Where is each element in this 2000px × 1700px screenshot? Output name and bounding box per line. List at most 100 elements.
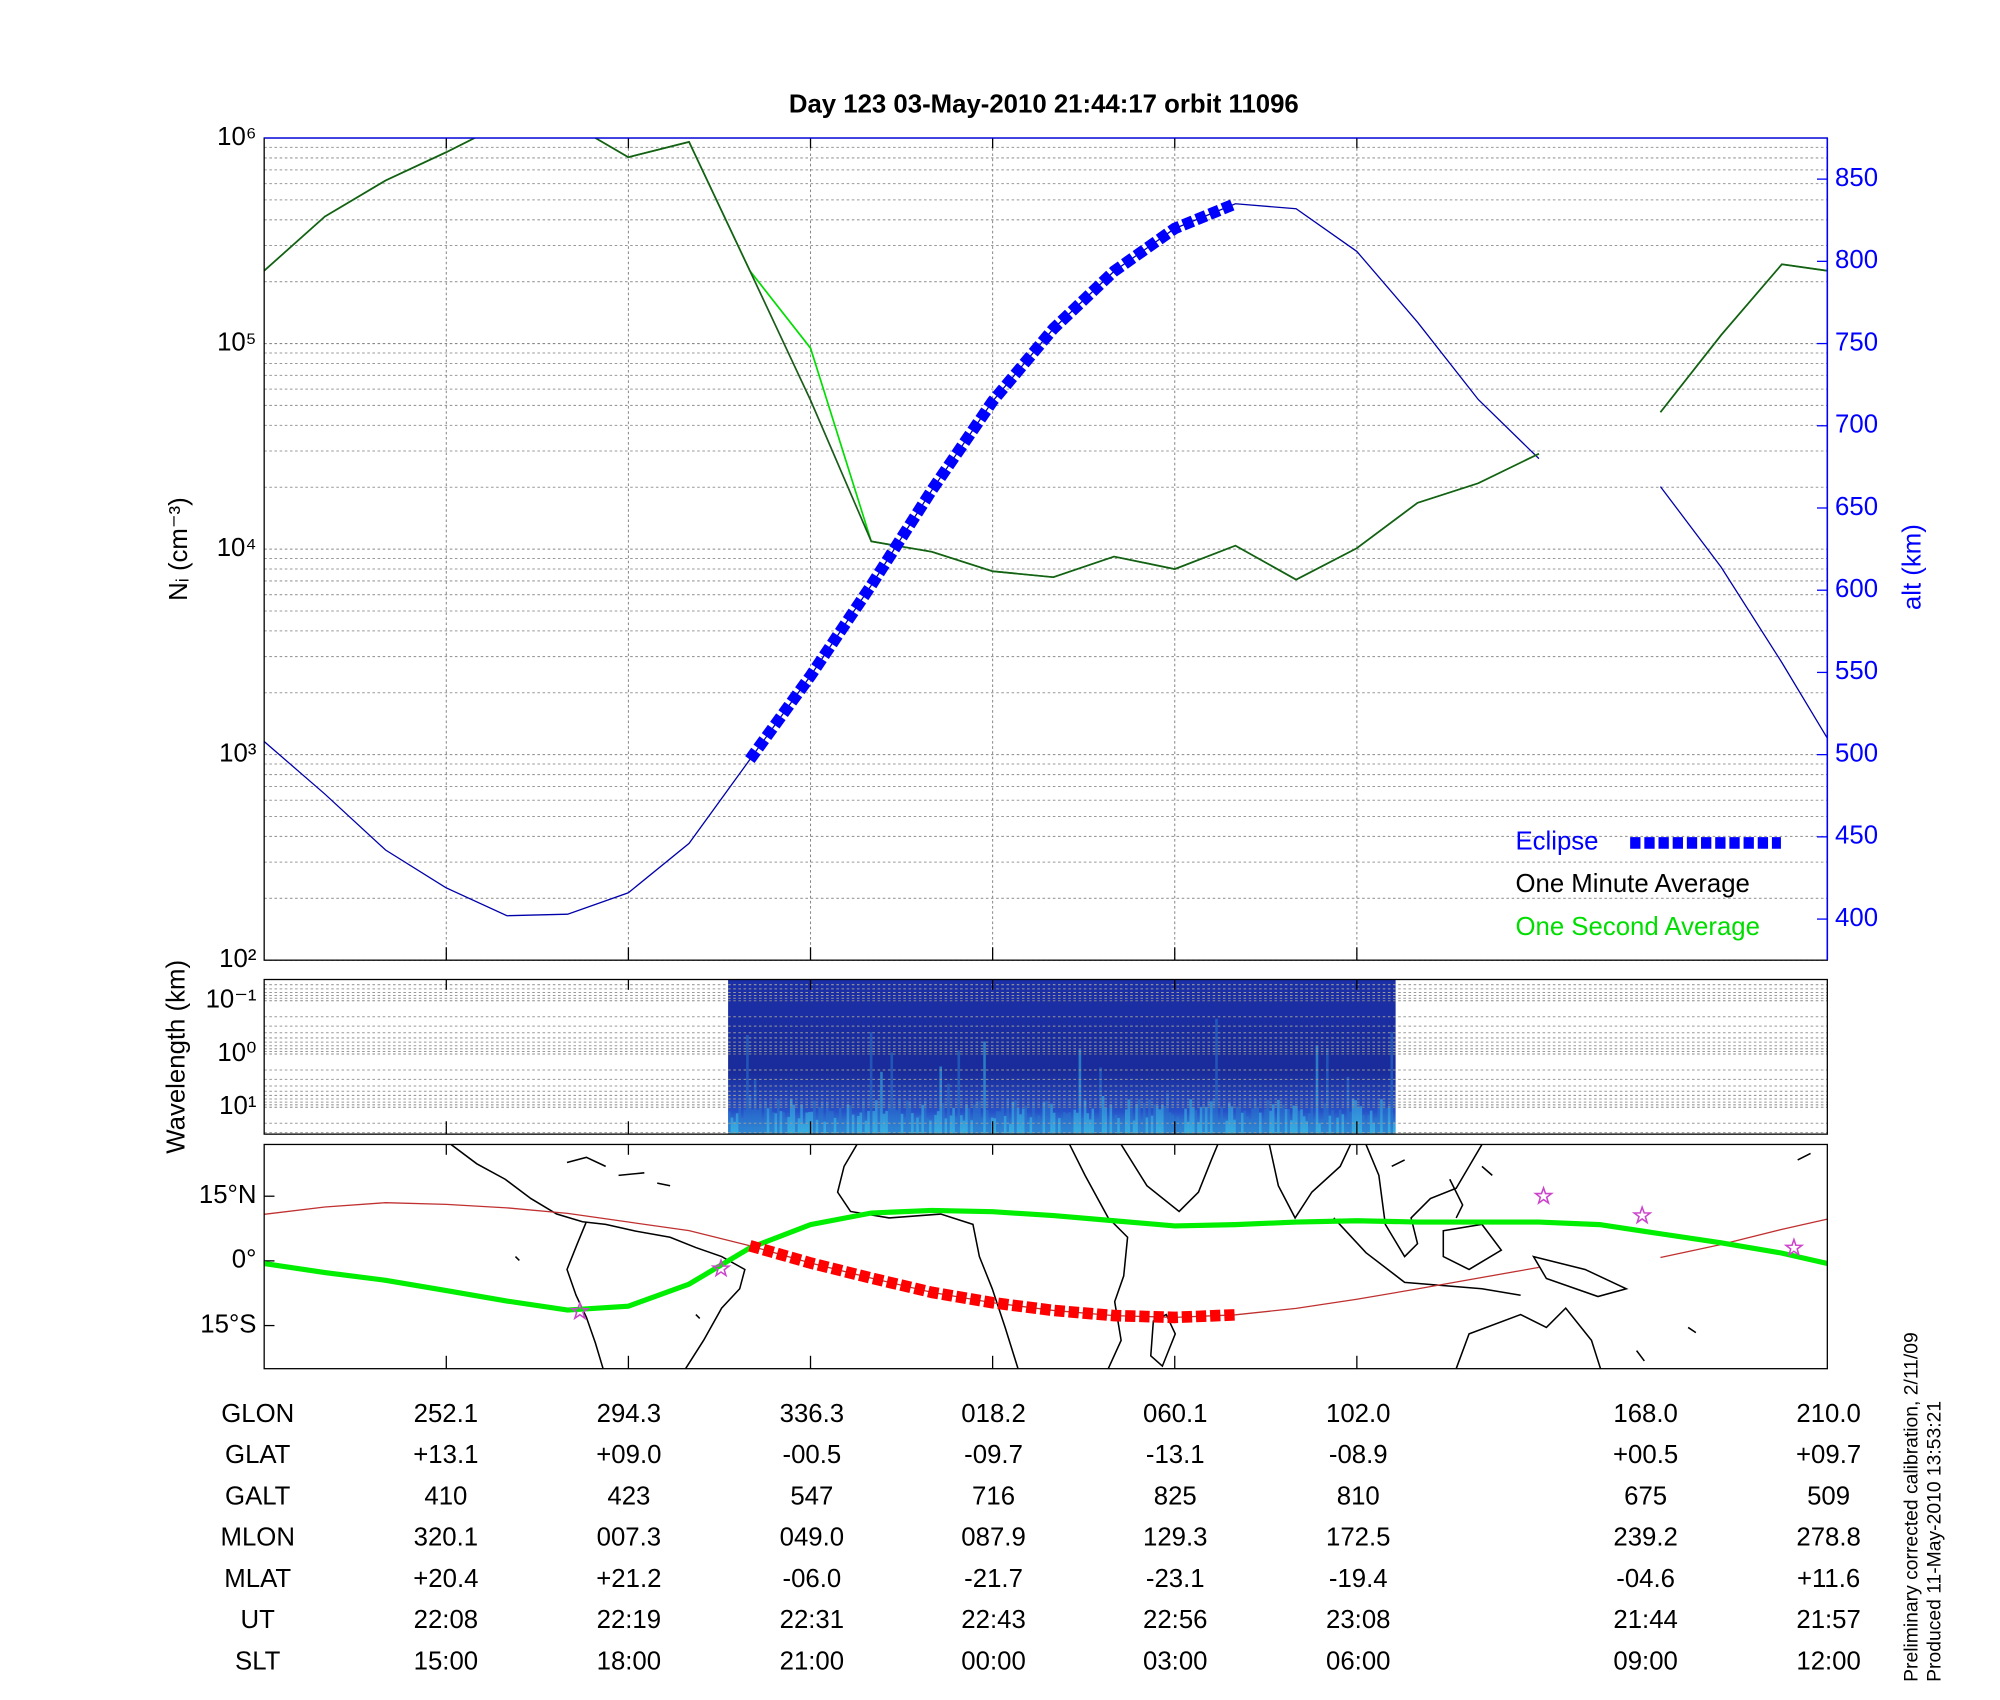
table-cell: +11.6 <box>1797 1565 1860 1593</box>
spectrogram-texture <box>1119 1120 1123 1135</box>
spectrogram-texture <box>1011 1101 1015 1135</box>
panel-frame <box>263 1143 1828 1370</box>
spectrogram-texture <box>1243 1110 1247 1135</box>
spectrogram-texture <box>1158 1109 1162 1135</box>
spectrogram-texture <box>769 1107 772 1135</box>
table-cell: 102.0 <box>1326 1400 1390 1428</box>
spectrogram-texture <box>1393 1122 1396 1135</box>
spectrogram-texture <box>836 1120 839 1135</box>
spectrogram-texture <box>1127 1099 1131 1135</box>
spectrogram-texture <box>1153 1104 1156 1135</box>
spectrogram-texture <box>828 1111 832 1135</box>
spectrogram-texture <box>1382 1102 1386 1135</box>
spectrogram-texture <box>1045 1100 1048 1135</box>
spectrogram-texture <box>1168 1112 1172 1135</box>
spectrogram-texture <box>1215 1018 1218 1135</box>
spectrogram-texture <box>1143 1103 1146 1135</box>
table-cell: 294.3 <box>597 1400 661 1428</box>
spectrogram-texture <box>1019 1114 1022 1135</box>
spectrogram-texture <box>882 1113 886 1135</box>
series-line <box>264 138 1828 581</box>
spectrogram-texture <box>1181 1122 1185 1135</box>
spectrogram-texture <box>1349 1111 1352 1135</box>
spectrogram-texture <box>1212 1098 1216 1135</box>
spectrogram-texture <box>880 1071 883 1135</box>
table-cell: 21:44 <box>1613 1606 1677 1634</box>
spectrogram-texture <box>1277 1099 1280 1135</box>
spectrogram-texture <box>756 1109 760 1135</box>
spectrogram-texture <box>1375 1117 1378 1135</box>
legend-label: One Minute Average <box>1515 870 1749 898</box>
spectrogram-texture <box>942 1103 945 1135</box>
spectrogram-texture <box>954 1116 958 1135</box>
y2-tick-label: 600 <box>1835 575 1878 603</box>
spectrogram-texture <box>1001 1107 1004 1135</box>
spectrogram-texture <box>789 1098 793 1135</box>
spectrogram-texture <box>1271 1104 1275 1135</box>
spectrogram-texture <box>975 1101 979 1135</box>
spectrogram-texture <box>807 1112 811 1135</box>
footnote: Produced 11-May-2010 13:53:21 <box>1925 1401 1946 1682</box>
table-cell: 336.3 <box>780 1400 844 1428</box>
table-cell: 22:31 <box>780 1606 844 1634</box>
spectrogram-texture <box>735 1113 739 1135</box>
spectrogram-texture <box>1225 1120 1229 1135</box>
table-cell: 03:00 <box>1143 1647 1207 1675</box>
spectrogram-texture <box>1199 1106 1203 1135</box>
row-label: UT <box>241 1606 276 1634</box>
spectrogram-texture <box>1269 1110 1272 1135</box>
series-group <box>264 1202 1828 1324</box>
spectrogram-texture <box>851 1114 855 1135</box>
coastlines <box>450 1144 1811 1369</box>
table-cell: -23.1 <box>1146 1565 1205 1593</box>
spectrogram-texture <box>1076 1112 1079 1135</box>
table-cell: 22:43 <box>961 1606 1025 1634</box>
spectrogram-texture <box>733 1121 736 1135</box>
spectrogram-texture <box>1073 1109 1077 1135</box>
spectrogram-texture <box>1055 1121 1058 1135</box>
spectrogram-texture <box>833 1117 837 1135</box>
spectrogram-texture <box>1032 1102 1035 1135</box>
table-cell: 410 <box>424 1482 467 1510</box>
spectrogram-texture <box>1253 1099 1257 1135</box>
spectrogram-texture <box>1362 1114 1365 1135</box>
spectrogram-texture <box>1222 1118 1226 1135</box>
spectrogram-texture <box>988 1119 991 1135</box>
row-label: MLON <box>221 1524 295 1552</box>
spectrogram-texture <box>867 1110 870 1135</box>
table-cell: 22:19 <box>597 1606 661 1634</box>
spectrogram-texture <box>813 1100 816 1135</box>
y-tick-label: 15°N <box>199 1181 257 1209</box>
spectrogram-texture <box>1189 1099 1193 1135</box>
spectrogram-texture <box>978 1100 981 1135</box>
spectrogram-texture <box>841 1121 845 1135</box>
y2-tick-label: 450 <box>1835 822 1878 850</box>
table-cell: 22:08 <box>414 1606 478 1634</box>
spectrogram-texture <box>893 1106 896 1135</box>
spectrogram-texture <box>1390 1031 1394 1135</box>
spectrogram-texture <box>1220 1106 1223 1135</box>
series-line <box>264 1207 1828 1313</box>
table-cell: 239.2 <box>1613 1524 1677 1552</box>
spectrogram-texture <box>753 1079 757 1135</box>
table-cell: 12:00 <box>1796 1647 1860 1675</box>
spectrogram-texture <box>1385 1108 1388 1135</box>
spectrogram-texture <box>859 1112 863 1135</box>
star-marker <box>1631 1204 1653 1225</box>
spectrogram-texture <box>1207 1100 1211 1135</box>
spectrogram-texture <box>1197 1122 1200 1135</box>
spectrogram-texture <box>1088 1119 1092 1135</box>
series-line <box>264 138 1828 581</box>
spectrogram-texture <box>823 1121 827 1135</box>
spectrogram-texture <box>1057 1118 1061 1135</box>
y-tick-label: 10⁰ <box>217 1039 256 1067</box>
spectrogram-texture <box>1014 1100 1017 1135</box>
spectrogram-texture <box>1289 1120 1293 1135</box>
row-label: SLT <box>235 1647 281 1675</box>
spectrogram-texture <box>944 1118 948 1135</box>
panel: 10² 10³ 10⁴ 10⁵ 10⁶ 400 450 500 550 600 650 700 750 8… <box>165 91 1926 973</box>
series-line <box>748 1240 1236 1324</box>
spectrogram-texture <box>1292 1105 1296 1135</box>
spectrogram-texture <box>795 1123 798 1135</box>
table-cell: 18:00 <box>597 1647 661 1675</box>
